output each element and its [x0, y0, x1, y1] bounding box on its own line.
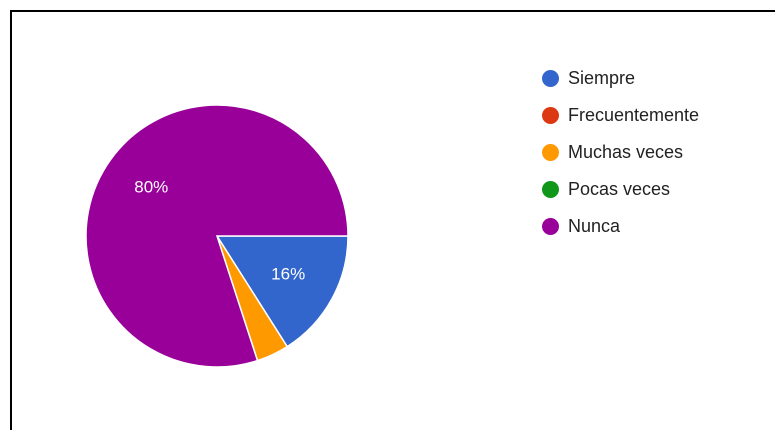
legend-item-muchas-veces: Muchas veces [542, 134, 699, 171]
legend-swatch-frecuentemente [542, 107, 559, 124]
legend-swatch-pocas-veces [542, 181, 559, 198]
legend-item-nunca: Nunca [542, 208, 699, 245]
legend-swatch-siempre [542, 70, 559, 87]
slice-label-siempre: 16% [271, 265, 305, 284]
chart-legend: Siempre Frecuentemente Muchas veces Poca… [542, 60, 699, 245]
pie-chart: 16% 80% [85, 104, 349, 368]
pie-slice-labels: 16% 80% [134, 178, 305, 284]
legend-label-frecuentemente: Frecuentemente [568, 105, 700, 125]
legend-item-siempre: Siempre [542, 60, 699, 97]
chart-frame [10, 10, 775, 430]
legend-label-nunca: Nunca [568, 216, 621, 236]
legend-swatch-muchas-veces [542, 144, 559, 161]
legend-swatch-nunca [542, 218, 559, 235]
legend-label-siempre: Siempre [568, 68, 636, 88]
pie-slices [85, 104, 349, 368]
slice-label-nunca: 80% [134, 178, 168, 197]
legend-label-muchas-veces: Muchas veces [568, 142, 684, 162]
pie-slice-siempre [215, 235, 349, 348]
legend-item-frecuentemente: Frecuentemente [542, 97, 699, 134]
legend-item-pocas-veces: Pocas veces [542, 171, 699, 208]
legend-label-pocas-veces: Pocas veces [568, 179, 671, 199]
pie-slice-nunca [85, 104, 349, 368]
